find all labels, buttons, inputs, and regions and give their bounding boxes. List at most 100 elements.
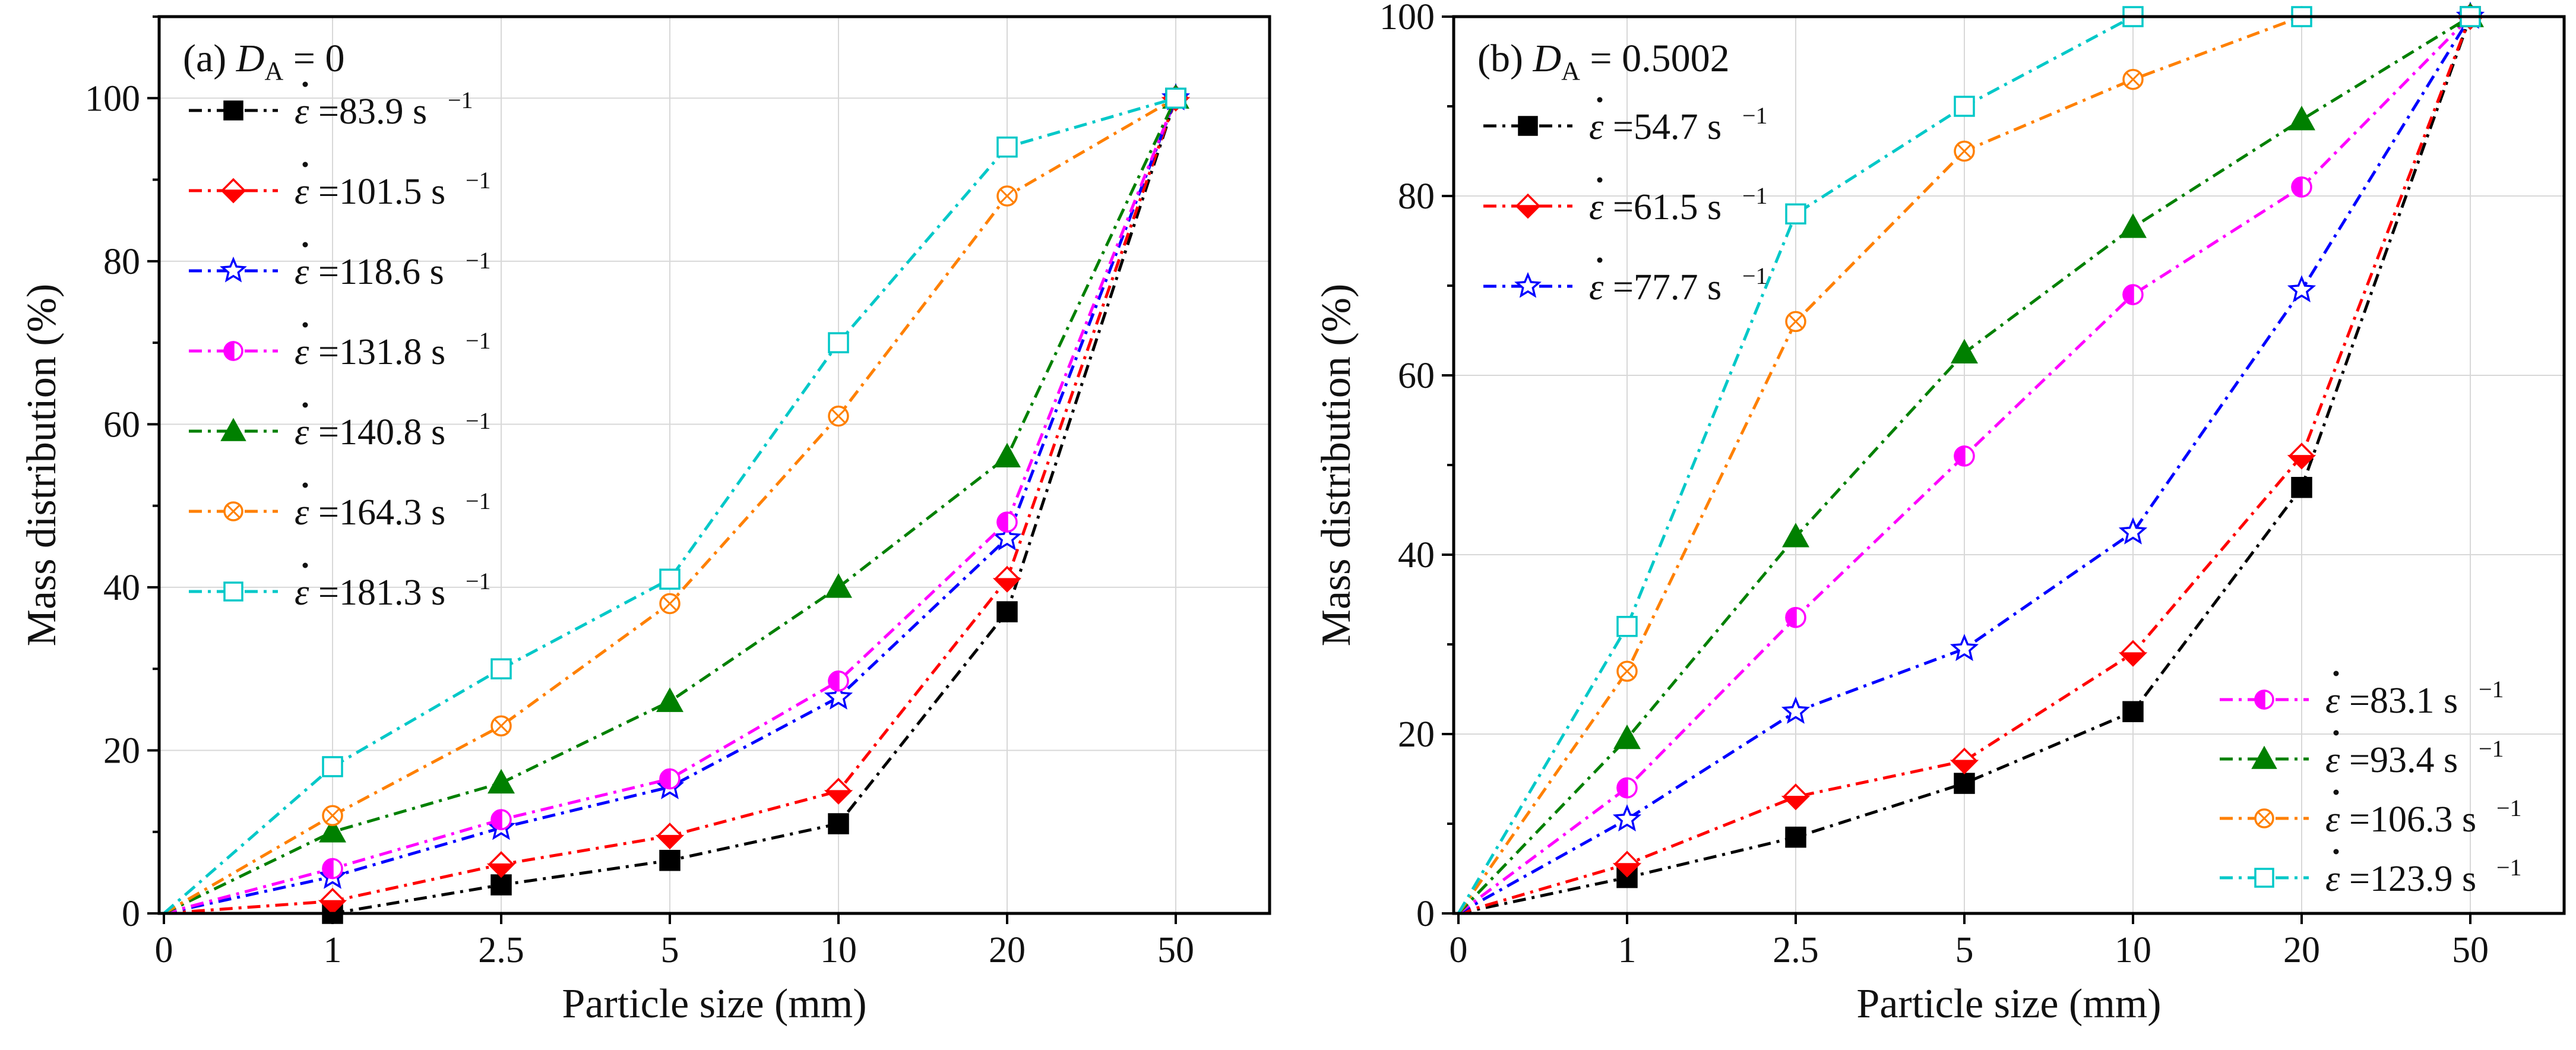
data-point-cross-b (1957, 144, 1972, 159)
legend-unit-sup: −1 (466, 568, 491, 594)
legend-entry-131.8: ε =131.8 s −1 (189, 322, 491, 372)
legend-unit-sup: −1 (1742, 182, 1768, 209)
legend-epsilon: ε (2325, 681, 2340, 721)
data-point (2118, 640, 2148, 667)
legend-entry-83.1: ε =83.1 s −1 (2220, 671, 2504, 721)
data-point-shape (490, 658, 512, 679)
y-axis: 0 20 40 60 80 100 Mass distribution (%) (19, 15, 159, 934)
legend-epsilon-dot (2333, 671, 2339, 676)
data-point-fill (1612, 863, 1642, 878)
data-point (659, 568, 681, 590)
data-point (656, 687, 683, 712)
data-point (1616, 660, 1638, 682)
data-point (2291, 176, 2312, 198)
legend-epsilon-dot (1597, 177, 1603, 183)
legend-label: =93.4 s (2349, 740, 2458, 780)
data-point-cross-b (999, 188, 1015, 204)
data-point (319, 818, 346, 843)
data-point (490, 809, 512, 830)
legend-epsilon: ε (295, 492, 309, 533)
data-point (2122, 68, 2144, 90)
data-point (996, 136, 1018, 158)
data-point-shape (828, 332, 849, 353)
data-point-shape (1785, 203, 1806, 224)
data-point (488, 768, 515, 794)
legend-epsilon-dot (2333, 849, 2339, 855)
data-point (996, 601, 1018, 622)
data-point-shape (992, 523, 1022, 551)
data-point-shape (659, 568, 681, 590)
data-point-cross-b (831, 409, 846, 424)
data-point-shape (1954, 773, 1975, 794)
data-point-fill (824, 790, 853, 805)
legend-label: =77.7 s (1613, 267, 1721, 308)
data-point-fill (1781, 795, 1811, 811)
data-point-shape (2288, 106, 2315, 131)
y-tick-label: 100 (1379, 0, 1435, 37)
legend-entry-181.3: ε =181.3 s −1 (189, 562, 491, 613)
legend-epsilon: ε (2325, 799, 2340, 840)
data-point (659, 593, 681, 615)
y-tick-label: 60 (1398, 356, 1435, 396)
data-point-cross-b (2125, 72, 2141, 87)
data-point (828, 332, 849, 353)
data-point (1950, 634, 1979, 662)
x-tick-label: 50 (1157, 930, 1194, 970)
legend-entry-140.8: ε =140.8 s −1 (189, 402, 491, 453)
data-point-shape (659, 850, 681, 871)
data-point (993, 442, 1021, 468)
data-point-shape (1951, 339, 1978, 363)
x-tick-label: 0 (1450, 930, 1468, 970)
data-point (1785, 311, 1806, 333)
legend-marker (220, 178, 247, 204)
legend-epsilon: ε (1589, 107, 1604, 147)
legend-epsilon: ε (1589, 267, 1604, 308)
legend-entry-164.3: ε =164.3 s −1 (189, 482, 491, 533)
data-point (996, 185, 1018, 207)
data-point-shape (824, 682, 853, 710)
legend-marker-cross-b (2257, 811, 2271, 826)
data-point (1785, 826, 1806, 848)
data-point-shape (1954, 96, 1975, 117)
legend: ε =83.9 s −1ε =101.5 s −1ε =118.6 s −1ε =131.8 … (189, 81, 491, 613)
x-tick-label: 1 (324, 930, 342, 970)
data-point (2291, 477, 2312, 498)
legend-marker (2254, 808, 2274, 828)
data-point (2119, 213, 2147, 238)
data-point (655, 823, 685, 850)
legend-marker (223, 100, 243, 121)
legend-marker-shape (220, 418, 246, 441)
y-axis-title: Mass distribution (%) (19, 284, 65, 647)
x-tick-label: 20 (2283, 930, 2320, 970)
data-point-shape (993, 442, 1021, 468)
data-point-fill (659, 768, 671, 790)
data-point (1785, 606, 1806, 628)
data-point (828, 813, 849, 834)
legend-epsilon-dot (302, 562, 308, 568)
data-point (490, 874, 512, 896)
panel-title: (b) DA = 0.5002 (1477, 37, 1730, 86)
data-point (824, 682, 853, 710)
x-tick-label: 2.5 (1773, 930, 1819, 970)
y-tick-label: 20 (1398, 714, 1435, 755)
legend-marker (2254, 690, 2274, 710)
data-point (2118, 517, 2148, 545)
data-point (486, 851, 516, 878)
data-point-fill (322, 858, 334, 880)
data-point (1781, 783, 1811, 811)
x-tick-label: 10 (2115, 930, 2151, 970)
data-point-fill (2287, 455, 2316, 470)
data-point (490, 658, 512, 679)
data-point (825, 573, 852, 598)
data-point-shape (996, 601, 1018, 622)
legend-marker-shape (2254, 868, 2274, 888)
legend-epsilon: ε (295, 573, 309, 613)
legend-epsilon-dot (302, 81, 308, 87)
x-axis-title: Particle size (mm) (562, 981, 866, 1027)
data-point (659, 768, 681, 790)
data-point-fill (318, 900, 347, 915)
data-point-shape (2291, 477, 2312, 498)
legend-epsilon-dot (2333, 730, 2339, 736)
data-point-shape (490, 874, 512, 896)
data-point-shape (996, 136, 1018, 158)
